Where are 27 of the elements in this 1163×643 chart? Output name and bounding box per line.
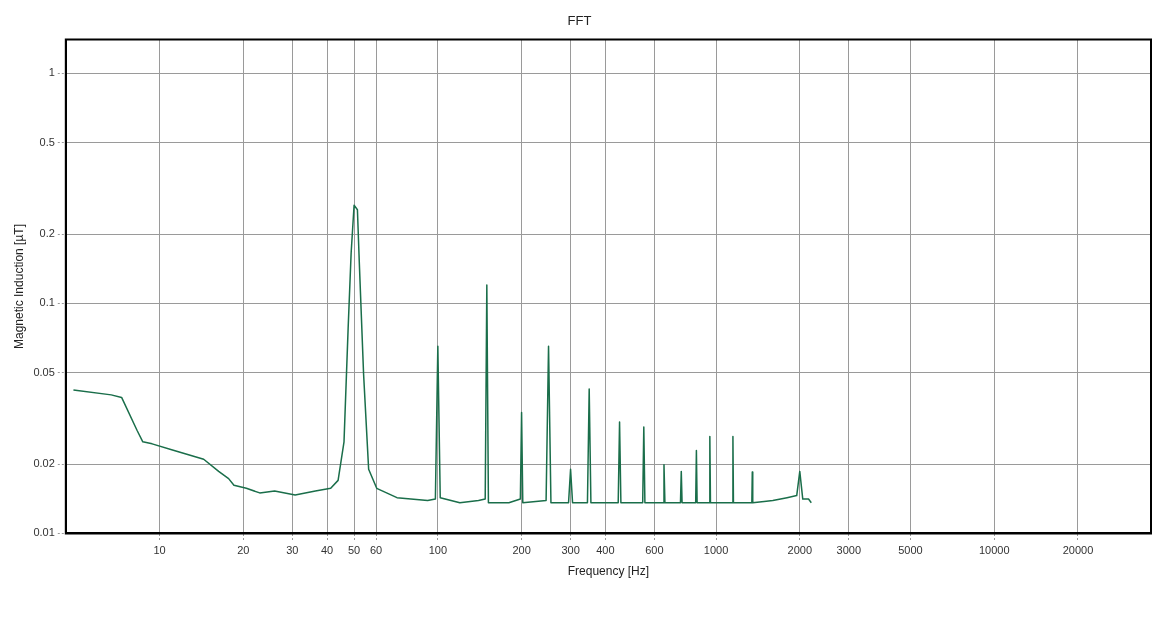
x-tick-label: 300 (561, 544, 580, 557)
y-tick-label: 0.5 (39, 135, 55, 148)
x-tick-label: 10000 (978, 544, 1010, 557)
y-tick-label: 0.2 (39, 227, 55, 240)
x-tick-label: 600 (645, 544, 664, 557)
x-tick-label: 20000 (1062, 544, 1094, 557)
x-tick-label: 100 (428, 544, 448, 557)
x-tick-label: 2000 (787, 544, 813, 557)
x-tick-label: 3000 (836, 544, 862, 557)
y-axis-title: Magnetic Induction [µT] (11, 224, 26, 349)
x-tick-label: 30 (286, 544, 299, 557)
y-tick-label: 1 (48, 66, 55, 79)
x-tick-label: 60 (369, 544, 383, 557)
y-tick-label: 0.01 (33, 526, 55, 539)
chart-title: FFT (567, 13, 592, 29)
x-tick-label: 50 (347, 544, 361, 557)
x-tick-label: 10 (153, 544, 166, 557)
x-tick-label: 200 (512, 544, 531, 557)
x-axis-title: Frequency [Hz] (567, 564, 650, 579)
x-tick-label: 20 (237, 544, 250, 557)
x-tick-label: 400 (596, 544, 615, 557)
y-tick-label: 0.05 (33, 365, 55, 378)
x-tick-label: 5000 (898, 544, 923, 557)
y-tick-label: 0.02 (33, 457, 55, 470)
x-tick-label: 40 (321, 544, 334, 557)
x-tick-label: 1000 (703, 544, 729, 557)
y-tick-label: 0.1 (39, 296, 55, 309)
